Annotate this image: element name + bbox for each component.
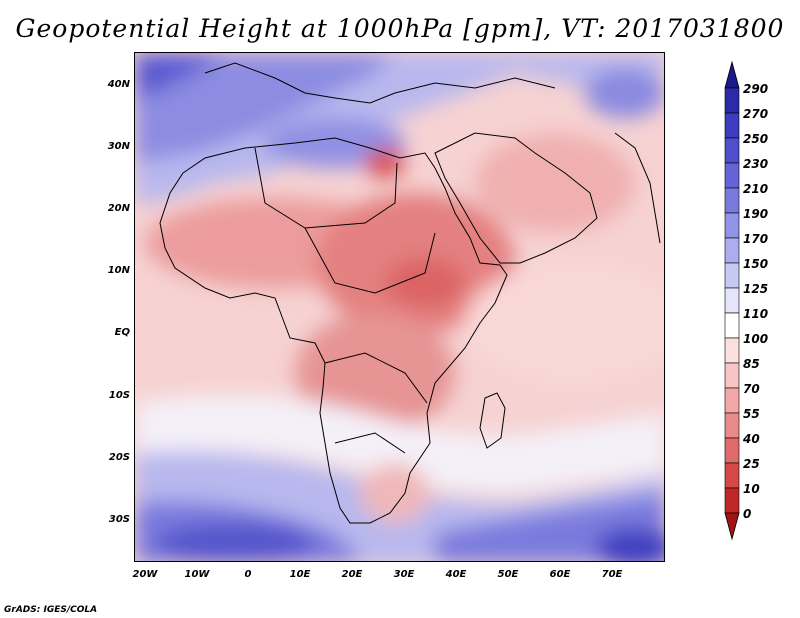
colorbar-segment xyxy=(724,287,740,314)
southern-borders xyxy=(334,432,406,454)
colorbar-segment xyxy=(724,162,740,189)
lon-label: 10W xyxy=(184,569,210,580)
lat-label: 20S xyxy=(108,452,130,463)
colorbar-label: 150 xyxy=(743,257,769,271)
colorbar-label: 70 xyxy=(743,382,760,396)
colorbar-label: 40 xyxy=(743,432,760,446)
colorbar-segment xyxy=(724,262,740,289)
africa-coastline xyxy=(159,137,508,524)
colorbar-segment xyxy=(724,412,740,439)
coastlines xyxy=(159,62,661,524)
colorbar-segment xyxy=(724,137,740,164)
lat-label: 10N xyxy=(107,265,130,276)
lon-label: 20W xyxy=(132,569,158,580)
colorbar-label: 85 xyxy=(743,357,760,371)
colorbar-segment xyxy=(724,237,740,264)
colorbar-segment xyxy=(724,437,740,464)
colorbar-label: 210 xyxy=(743,182,769,196)
arabia-coastline xyxy=(434,132,598,264)
lon-label: 60E xyxy=(549,569,571,580)
lon-label: 10E xyxy=(289,569,311,580)
colorbar-label: 290 xyxy=(743,82,769,96)
lat-label: 20N xyxy=(107,203,130,214)
lon-label: 50E xyxy=(497,569,519,580)
lat-label: 30S xyxy=(108,514,130,525)
geopotential-map xyxy=(135,53,664,561)
colorbar-label: 110 xyxy=(743,307,769,321)
colorbar-label: 190 xyxy=(743,207,769,221)
colorbar-segment xyxy=(724,487,740,514)
colorbar-segment xyxy=(724,87,740,114)
lon-label: 40E xyxy=(445,569,467,580)
colorbar-label: 230 xyxy=(743,157,769,171)
colorbar-label: 0 xyxy=(743,507,752,521)
europe-coastline xyxy=(204,62,556,104)
colorbar-segment xyxy=(724,187,740,214)
colorbar-label: 250 xyxy=(743,132,769,146)
lon-label: 30E xyxy=(393,569,415,580)
lat-label: 10S xyxy=(108,390,130,401)
colorbar-segment xyxy=(724,387,740,414)
chart-title: Geopotential Height at 1000hPa [gpm], VT… xyxy=(15,14,785,43)
india-coastline xyxy=(614,132,661,244)
colorbar-segment xyxy=(724,462,740,489)
colorbar-label: 170 xyxy=(743,232,769,246)
colorbar-label: 10 xyxy=(743,482,760,496)
lon-label: 0 xyxy=(244,569,252,580)
colorbar-label: 25 xyxy=(743,457,760,471)
sahara-borders xyxy=(254,147,398,229)
colorbar-bottom-arrow xyxy=(724,512,740,541)
colorbar-top-arrow xyxy=(724,60,740,89)
map-panel xyxy=(134,52,665,562)
colorbar-segment xyxy=(724,212,740,239)
colorbar-segment xyxy=(724,362,740,389)
lon-label: 20E xyxy=(341,569,363,580)
lon-label: 70E xyxy=(601,569,623,580)
madagascar-coastline xyxy=(479,392,506,449)
footer-credit: GrADS: IGES/COLA xyxy=(4,605,98,615)
lat-label: EQ xyxy=(114,327,130,338)
colorbar-label: 55 xyxy=(743,407,760,421)
field-shading xyxy=(135,53,664,561)
central-borders xyxy=(324,352,428,404)
colorbar xyxy=(724,60,740,541)
colorbar-segment xyxy=(724,112,740,139)
sahel-borders xyxy=(304,227,436,294)
colorbar-label: 100 xyxy=(743,332,769,346)
colorbar-label: 270 xyxy=(743,107,769,121)
colorbar-segment xyxy=(724,312,740,339)
lat-label: 30N xyxy=(107,141,130,152)
lat-label: 40N xyxy=(107,79,130,90)
colorbar-segment xyxy=(724,337,740,364)
colorbar-label: 125 xyxy=(743,282,769,296)
